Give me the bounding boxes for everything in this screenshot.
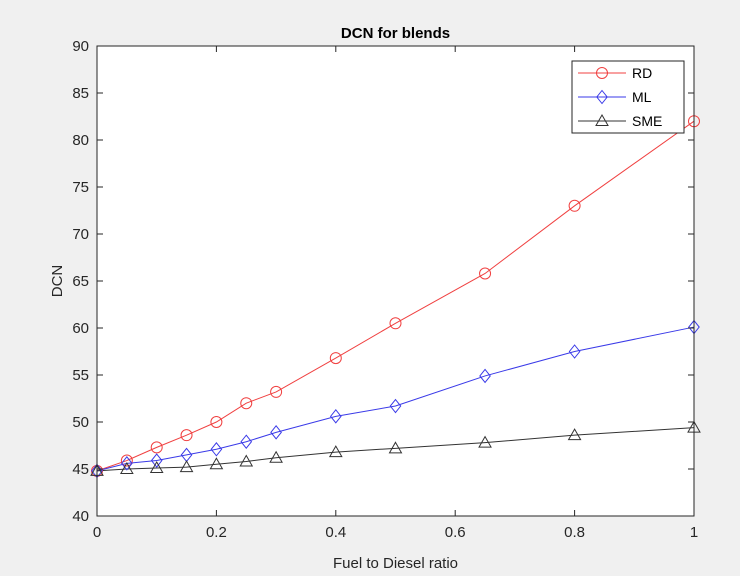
y-tick-label: 75 — [72, 179, 89, 196]
y-tick-label: 50 — [72, 414, 89, 431]
axis-ticks: 0 0.2 0.4 0.6 0.8 1 40 45 50 55 60 65 70 75 80 85 90 — [72, 38, 698, 541]
data-point-rd — [120, 454, 133, 467]
x-tick-label: 0 — [93, 524, 101, 541]
data-point-rd — [568, 199, 581, 212]
data-point-sme — [209, 457, 224, 470]
x-tick-label: 1 — [690, 524, 698, 541]
data-point-ml — [240, 434, 253, 450]
x-tick-label: 0.6 — [445, 524, 466, 541]
data-point-rd — [389, 317, 402, 330]
data-point-rd — [210, 416, 223, 428]
data-point-rd — [329, 352, 342, 365]
x-tick-label: 0.4 — [325, 524, 346, 541]
data-point-ml — [568, 344, 581, 359]
data-point-rd — [270, 385, 283, 398]
y-tick-label: 80 — [72, 132, 89, 149]
series-markers — [90, 115, 701, 479]
data-point-ml — [329, 409, 342, 424]
y-tick-label: 60 — [72, 320, 89, 337]
y-axis-label: DCN — [49, 265, 66, 298]
legend: RD ML SME — [571, 60, 685, 134]
legend-label-sme: SME — [632, 113, 662, 129]
data-point-sme — [478, 435, 492, 448]
y-tick-label: 70 — [72, 226, 89, 243]
data-point-sme — [119, 461, 134, 474]
data-point-sme — [149, 461, 164, 474]
data-point-sme — [567, 428, 582, 441]
data-point-sme — [269, 450, 283, 463]
data-point-ml — [210, 441, 223, 457]
x-tick-label: 0.2 — [206, 524, 227, 541]
y-tick-label: 55 — [72, 367, 89, 384]
x-axis-label: Fuel to Diesel ratio — [333, 555, 458, 571]
data-point-ml — [389, 398, 402, 414]
data-point-rd — [240, 397, 253, 410]
data-point-rd — [150, 441, 163, 454]
y-tick-label: 85 — [72, 85, 89, 102]
data-point-rd — [479, 267, 492, 280]
data-point-sme — [328, 445, 343, 458]
data-point-ml — [121, 456, 133, 471]
x-tick-label: 0.8 — [564, 524, 585, 541]
data-point-ml — [479, 368, 491, 384]
y-tick-label: 90 — [72, 38, 89, 55]
series-line-sme — [96, 427, 695, 472]
y-tick-label: 40 — [72, 508, 89, 525]
y-tick-label: 45 — [72, 461, 89, 478]
legend-marker-ml — [596, 89, 608, 105]
data-point-sme — [179, 460, 194, 473]
data-point-sme — [239, 454, 254, 467]
data-point-ml — [270, 425, 282, 440]
y-tick-label: 65 — [72, 273, 89, 290]
legend-marker-rd — [596, 67, 608, 79]
data-point-ml — [150, 453, 163, 468]
legend-label-rd: RD — [632, 65, 652, 81]
data-point-sme — [388, 441, 403, 454]
chart-title: DCN for blends — [341, 25, 450, 42]
legend-label-ml: ML — [632, 89, 652, 105]
data-point-rd — [180, 429, 193, 442]
legend-marker-sme — [595, 113, 609, 126]
